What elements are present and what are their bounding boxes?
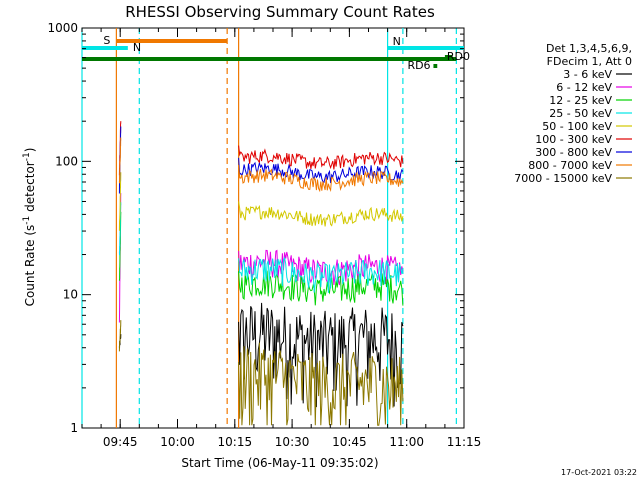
x-tick-label: 09:45 xyxy=(103,435,138,449)
legend-entry-label: 300 - 800 keV xyxy=(535,146,612,159)
y-axis-label-part: ) xyxy=(23,148,37,153)
y-axis-label-part: Count Rate (s xyxy=(23,225,37,307)
x-axis-label: Start Time (06-May-11 09:35:02) xyxy=(181,456,378,470)
plot-area: S N N RD0 RD6 xyxy=(81,27,470,429)
x-tick-label: 10:30 xyxy=(275,435,310,449)
legend-entry-label: 800 - 7000 keV xyxy=(528,159,612,172)
legend-entry-label: 25 - 50 keV xyxy=(549,107,612,120)
status-bar-label-5: RD6 xyxy=(407,59,430,72)
legend-header-line: FDecim 1, Att 0 xyxy=(547,55,632,68)
footer-timestamp: 17-Oct-2021 03:22 xyxy=(561,468,637,477)
status-bar-label-1: N xyxy=(133,41,141,54)
series-line-5 xyxy=(118,121,404,176)
y-axis-label-part: -1 xyxy=(22,216,32,225)
series-line-4 xyxy=(118,172,404,231)
x-tick-label: 11:00 xyxy=(389,435,424,449)
status-bar-label-0: S xyxy=(103,34,110,47)
legend-entry-label: 100 - 300 keV xyxy=(535,133,612,146)
chart-title: RHESSI Observing Summary Count Rates xyxy=(125,3,435,21)
x-tick-label: 11:15 xyxy=(447,435,482,449)
legend-entry-label: 7000 - 15000 keV xyxy=(514,172,612,185)
series-line-7 xyxy=(118,137,404,193)
y-axis-label-part: detector xyxy=(23,161,37,216)
x-tick-label: 10:15 xyxy=(218,435,253,449)
y-tick-label: 10 xyxy=(63,288,78,302)
y-axis-label-part: -1 xyxy=(22,152,32,161)
legend-entry-label: 3 - 6 keV xyxy=(563,68,612,81)
x-axis-ticks: 09:45 10:00 10:15 10:30 10:45 11:00 11:15 xyxy=(81,28,482,449)
legend: Det 1,3,4,5,6,9,FDecim 1, Att 03 - 6 keV… xyxy=(514,42,632,185)
legend-entry-label: 12 - 25 keV xyxy=(549,94,612,107)
y-axis-label: Count Rate (s-1 detector-1) xyxy=(22,148,37,307)
y-tick-label: 1000 xyxy=(47,21,78,35)
status-bar-label-2: N xyxy=(393,35,401,48)
legend-entry-label: 50 - 100 keV xyxy=(542,120,612,133)
y-tick-label: 1 xyxy=(70,421,78,435)
legend-entry-label: 6 - 12 keV xyxy=(556,81,612,94)
legend-header-line: Det 1,3,4,5,6,9, xyxy=(546,42,632,55)
status-bar-label-4: RD0 xyxy=(447,50,470,63)
y-tick-label: 100 xyxy=(55,154,78,168)
y-axis-ticks: 1 10 100 1000 xyxy=(47,21,464,435)
series-line-3 xyxy=(118,202,404,293)
x-tick-label: 10:00 xyxy=(160,435,195,449)
series-line-8 xyxy=(118,320,404,426)
x-tick-label: 10:45 xyxy=(332,435,367,449)
